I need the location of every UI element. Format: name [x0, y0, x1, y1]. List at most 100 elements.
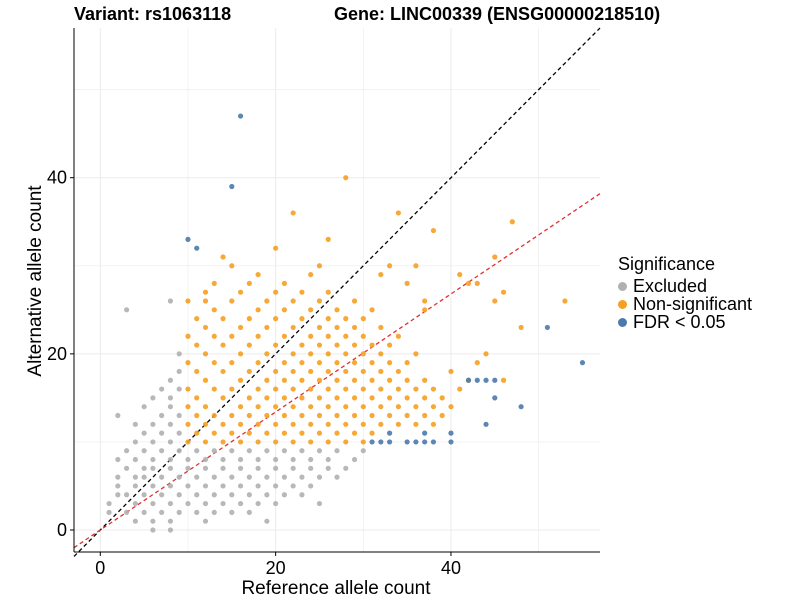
point-non-significant [290, 439, 296, 445]
point-non-significant [395, 404, 401, 410]
point-non-significant [308, 271, 314, 278]
point-excluded [237, 483, 244, 489]
point-non-significant [474, 360, 480, 366]
point-excluded [132, 500, 138, 507]
point-non-significant [334, 307, 340, 313]
point-excluded [334, 448, 340, 454]
point-non-significant [387, 342, 393, 348]
reference-lines [73, 27, 601, 557]
point-non-significant [325, 289, 331, 295]
point-excluded [124, 307, 130, 313]
point-excluded [211, 474, 217, 480]
point-non-significant [343, 439, 349, 445]
y-tick-label: 40 [47, 168, 67, 188]
point-excluded [176, 368, 182, 375]
point-non-significant [413, 404, 419, 410]
point-non-significant [308, 386, 314, 392]
point-non-significant [316, 377, 323, 383]
point-excluded [351, 456, 358, 463]
point-excluded [255, 483, 261, 489]
tick-labels: 0 20 40 0 20 40 [47, 168, 461, 578]
point-excluded [281, 448, 287, 454]
identity-line [73, 27, 601, 557]
point-non-significant [229, 263, 235, 269]
point-non-significant [413, 263, 419, 269]
chart-subtitle: Gene: LINC00339 (ENSG00000218510) [334, 4, 661, 24]
point-non-significant [308, 439, 314, 445]
x-tick-label: 40 [441, 558, 461, 578]
point-non-significant [413, 386, 419, 392]
point-fdr [492, 395, 498, 401]
point-non-significant [413, 421, 419, 427]
point-excluded [325, 465, 331, 471]
point-excluded [360, 448, 366, 454]
point-non-significant [273, 404, 279, 410]
point-non-significant [185, 439, 191, 445]
point-non-significant [325, 386, 331, 392]
point-non-significant [194, 412, 200, 419]
point-non-significant [316, 360, 323, 366]
point-excluded [308, 465, 314, 471]
point-excluded [132, 439, 138, 445]
point-non-significant [343, 316, 349, 322]
point-non-significant [360, 316, 366, 322]
point-excluded [316, 448, 323, 454]
point-non-significant [255, 307, 261, 313]
point-excluded [211, 492, 217, 498]
point-excluded [141, 465, 147, 471]
point-non-significant [255, 271, 261, 278]
point-excluded [202, 518, 209, 524]
point-excluded [220, 500, 226, 507]
point-excluded [194, 492, 200, 498]
point-excluded [325, 456, 331, 463]
point-non-significant [378, 324, 384, 331]
point-non-significant [325, 404, 331, 410]
point-non-significant [360, 421, 366, 427]
point-non-significant [290, 210, 296, 216]
point-non-significant [255, 404, 261, 410]
point-non-significant [422, 377, 428, 383]
point-non-significant [211, 430, 217, 436]
point-non-significant [202, 298, 209, 304]
point-fdr [185, 236, 191, 242]
point-excluded [150, 483, 156, 489]
point-non-significant [185, 360, 191, 366]
point-excluded [124, 448, 130, 454]
legend-label-non-significant: Non-significant [633, 293, 753, 314]
point-fdr [387, 430, 393, 436]
point-fdr [237, 113, 244, 119]
point-non-significant [351, 412, 358, 419]
point-excluded [167, 527, 174, 533]
point-non-significant [404, 377, 410, 383]
point-non-significant [264, 298, 270, 304]
point-non-significant [316, 395, 323, 401]
point-fdr [430, 439, 437, 445]
point-non-significant [395, 333, 401, 339]
point-non-significant [273, 439, 279, 445]
point-non-significant [316, 342, 323, 348]
point-non-significant [334, 324, 340, 331]
point-non-significant [562, 298, 568, 304]
point-excluded [167, 518, 174, 524]
point-excluded [115, 412, 121, 419]
point-excluded [167, 483, 174, 489]
point-non-significant [299, 395, 305, 401]
point-non-significant [316, 412, 323, 419]
point-non-significant [465, 280, 472, 286]
point-non-significant [255, 386, 261, 392]
point-non-significant [351, 324, 358, 331]
x-axis-label: Reference allele count [241, 578, 431, 599]
point-excluded [220, 465, 226, 471]
point-non-significant [299, 316, 305, 322]
point-non-significant [351, 298, 358, 304]
point-excluded [194, 474, 200, 480]
point-excluded [194, 509, 200, 515]
point-non-significant [369, 412, 375, 419]
point-non-significant [404, 360, 410, 366]
point-non-significant [500, 289, 507, 295]
point-excluded [202, 483, 209, 489]
point-non-significant [430, 227, 437, 234]
point-excluded [150, 518, 156, 524]
point-fdr [544, 324, 551, 331]
point-non-significant [220, 439, 226, 445]
